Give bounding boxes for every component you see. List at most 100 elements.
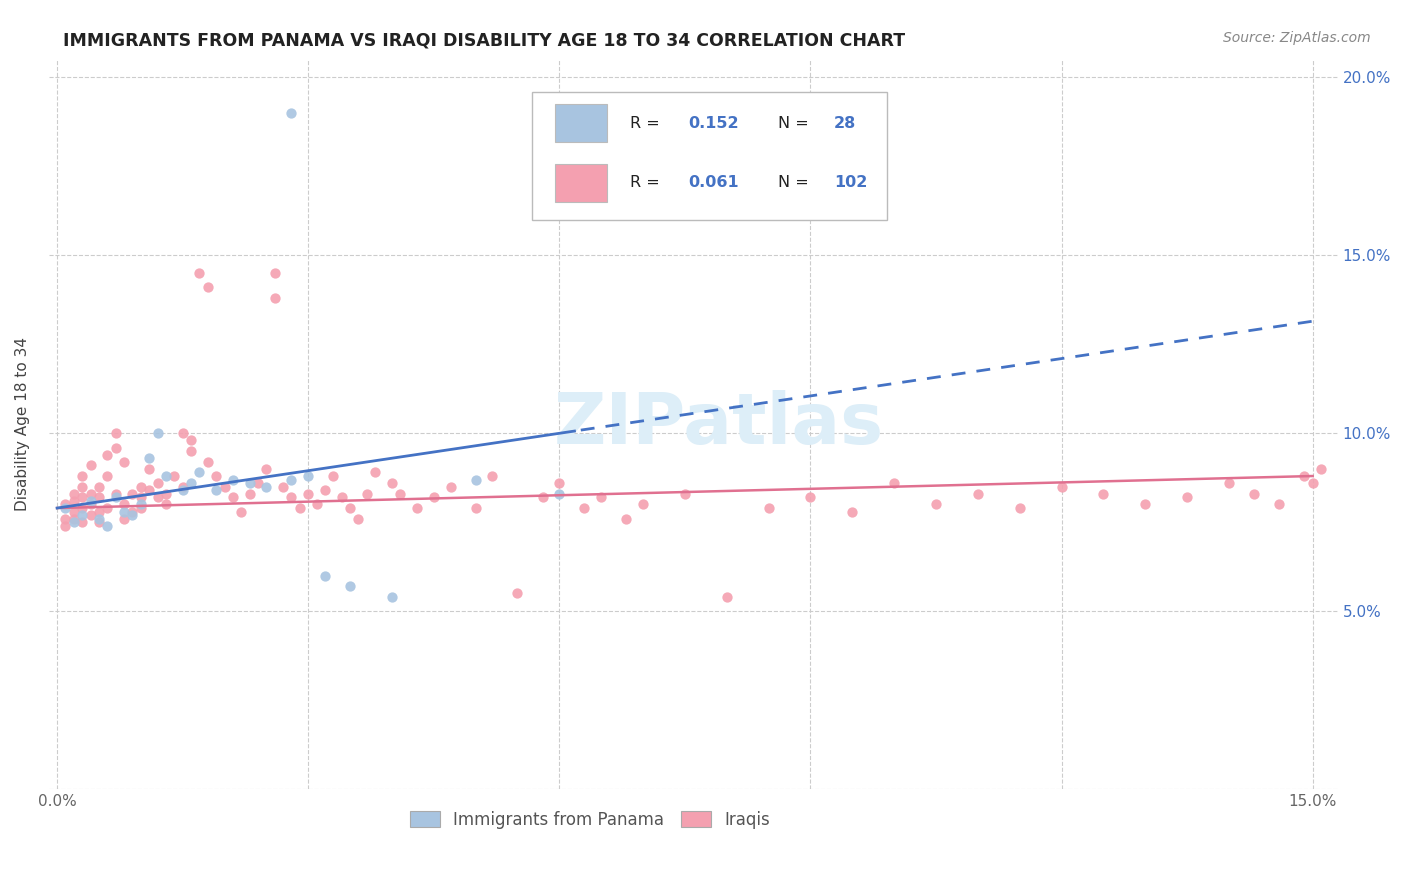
Point (70, 501, 93, 516)
Point (297, 487, 319, 501)
Point (506, 586, 529, 600)
Point (925, 498, 948, 512)
Point (146, 426, 169, 441)
Point (406, 501, 429, 516)
Point (172, 483, 194, 498)
Point (231, 505, 253, 519)
Point (280, 473, 302, 487)
Point (389, 487, 412, 501)
Point (146, 476, 169, 491)
Point (339, 501, 361, 516)
Point (155, 469, 177, 483)
Point (614, 512, 637, 526)
Point (531, 491, 554, 505)
Point (112, 512, 135, 526)
Point (55, 519, 77, 533)
Point (381, 590, 404, 604)
Point (239, 476, 262, 491)
Point (79, 498, 101, 512)
Point (70, 508, 93, 523)
Point (55, 512, 77, 526)
Point (70, 480, 93, 494)
Point (129, 491, 152, 505)
Legend: Immigrants from Panama, Iraqis: Immigrants from Panama, Iraqis (404, 805, 778, 836)
Text: IMMIGRANTS FROM PANAMA VS IRAQI DISABILITY AGE 18 TO 34 CORRELATION CHART: IMMIGRANTS FROM PANAMA VS IRAQI DISABILI… (63, 31, 905, 49)
Point (180, 444, 202, 458)
Point (112, 505, 135, 519)
Point (63, 487, 86, 501)
Text: Source: ZipAtlas.com: Source: ZipAtlas.com (1223, 31, 1371, 45)
Point (70, 516, 93, 530)
Text: R =: R = (630, 176, 659, 190)
Point (63, 505, 86, 519)
Point (146, 491, 169, 505)
Point (548, 476, 571, 491)
Point (70, 469, 93, 483)
Point (70, 491, 93, 505)
Point (138, 483, 160, 498)
Point (1092, 487, 1115, 501)
Point (55, 498, 77, 512)
Point (87, 516, 110, 530)
Point (1218, 476, 1240, 491)
Point (314, 483, 336, 498)
Point (96, 448, 118, 462)
Point (322, 469, 344, 483)
Point (1302, 476, 1324, 491)
Point (381, 476, 404, 491)
Point (1135, 498, 1157, 512)
Point (364, 466, 387, 480)
Point (1050, 480, 1073, 494)
Point (339, 579, 361, 593)
Point (63, 494, 86, 508)
Point (1294, 469, 1316, 483)
Point (799, 491, 821, 505)
Text: ZIPatlas: ZIPatlas (554, 390, 884, 458)
Text: N =: N = (779, 176, 808, 190)
Text: 0.061: 0.061 (688, 176, 738, 190)
Point (254, 462, 277, 476)
Point (271, 480, 294, 494)
Point (87, 512, 110, 526)
Point (1268, 498, 1291, 512)
FancyBboxPatch shape (555, 164, 607, 202)
Point (841, 505, 863, 519)
Point (883, 476, 905, 491)
Point (222, 473, 245, 487)
Point (104, 487, 127, 501)
Point (481, 469, 503, 483)
Point (464, 501, 486, 516)
Point (87, 505, 110, 519)
Point (96, 469, 118, 483)
Point (63, 516, 86, 530)
Point (305, 498, 328, 512)
Point (138, 462, 160, 476)
Point (214, 480, 236, 494)
Point (631, 498, 654, 512)
Point (112, 455, 135, 469)
Point (79, 458, 101, 473)
Point (673, 487, 696, 501)
Point (155, 487, 177, 501)
Point (188, 266, 211, 280)
Point (247, 476, 270, 491)
Point (96, 501, 118, 516)
Point (1243, 487, 1265, 501)
Point (180, 434, 202, 448)
Point (1008, 501, 1031, 516)
Text: 0.152: 0.152 (688, 116, 738, 130)
Point (1310, 462, 1333, 476)
Point (716, 590, 738, 604)
Point (548, 487, 571, 501)
Point (121, 505, 143, 519)
Point (138, 451, 160, 466)
Point (758, 501, 780, 516)
Point (197, 455, 219, 469)
Point (155, 498, 177, 512)
Y-axis label: Disability Age 18 to 34: Disability Age 18 to 34 (15, 337, 30, 511)
Text: R =: R = (630, 116, 659, 130)
Text: 28: 28 (834, 116, 856, 130)
Point (205, 469, 228, 483)
Point (464, 473, 486, 487)
Point (172, 480, 194, 494)
